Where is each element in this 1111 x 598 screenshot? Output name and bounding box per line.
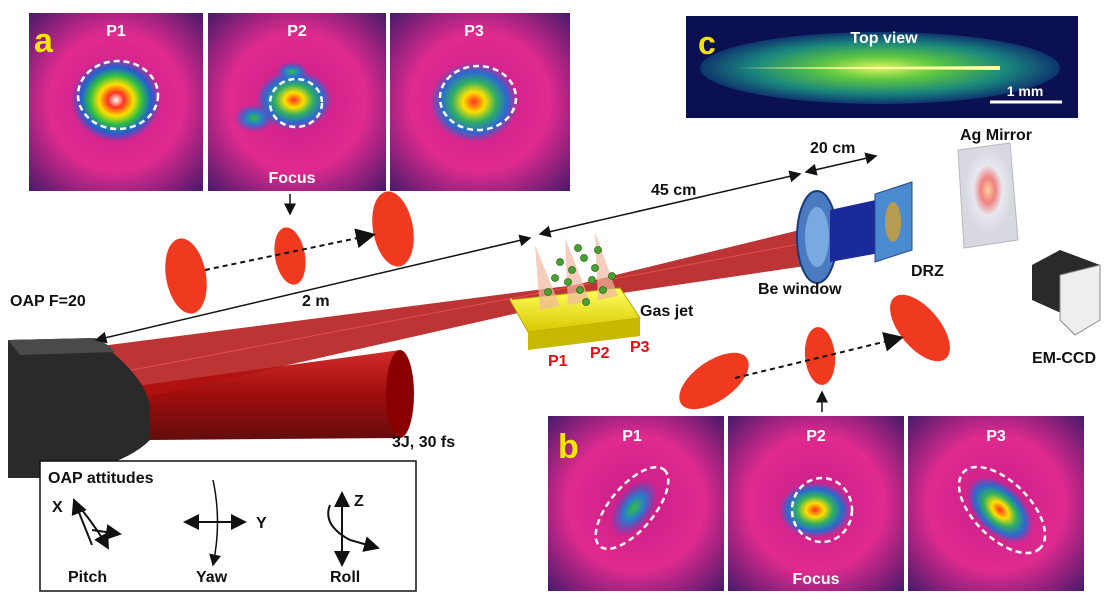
distance-20cm-label: 20 cm xyxy=(810,140,855,157)
drz-label: DRZ xyxy=(911,263,944,280)
panel-b-image-p3: P3 xyxy=(908,416,1084,591)
panel-a-letter: a xyxy=(34,22,54,60)
roll-icon: Z xyxy=(327,491,380,567)
distance-markers: 2 m 45 cm 20 cm xyxy=(94,140,878,344)
spot-oval xyxy=(165,238,207,314)
panel-b-image-p2: P2 Focus xyxy=(728,416,904,591)
panel-a-image-p1: P1 a xyxy=(29,13,203,191)
input-beam xyxy=(70,350,400,440)
gas-jet: Gas jet P1 P2 P3 xyxy=(509,232,694,370)
ag-mirror: Ag Mirror xyxy=(957,127,1032,249)
distance-20cm-arrow xyxy=(804,152,878,176)
panel-b-letter: b xyxy=(558,428,579,466)
panel-a-p2-label: P2 xyxy=(287,23,307,40)
laser-label: 3J, 30 fs xyxy=(392,434,455,451)
panel-b-image-p1: P1 b xyxy=(548,416,724,591)
panel-a-p1-label: P1 xyxy=(106,23,126,40)
distance-45cm-arrow xyxy=(538,170,802,238)
dashed-contour xyxy=(76,59,160,131)
panel-b: P1 b P2 Focus P3 xyxy=(548,416,1084,591)
panel-a: P1 a P2 Focus P3 xyxy=(29,13,570,216)
be-window-label: Be window xyxy=(758,281,842,298)
spot-oval xyxy=(679,352,749,410)
be-window-assembly: Be window DRZ xyxy=(758,181,944,298)
panel-c: c Top view 1 mm xyxy=(686,16,1078,118)
yaw-label: Yaw xyxy=(196,569,228,586)
pitch-icon: X xyxy=(52,498,122,550)
panel-a-image-p3: P3 xyxy=(390,13,570,191)
panel-c-title: Top view xyxy=(850,30,918,47)
roll-label: Roll xyxy=(330,569,360,586)
propagation-arrow-lower xyxy=(734,332,904,379)
oap-label: OAP F=20 xyxy=(10,293,86,310)
spot-oval xyxy=(372,191,414,267)
attitudes-title: OAP attitudes xyxy=(48,470,154,487)
distance-45cm-label: 45 cm xyxy=(651,182,696,199)
axis-x-label: X xyxy=(52,499,63,516)
panel-b-focus-label: Focus xyxy=(792,571,839,588)
spot-oval xyxy=(274,227,306,285)
spot-oval xyxy=(804,327,836,385)
oap-mirror: OAP F=20 xyxy=(8,293,150,478)
dashed-contour xyxy=(594,465,670,551)
gas-jet-label: Gas jet xyxy=(640,303,694,320)
position-label-p1: P1 xyxy=(548,353,568,370)
oap-attitudes-legend: OAP attitudes X Pitch Y Yaw Z Roll xyxy=(39,460,417,592)
position-label-p3: P3 xyxy=(630,339,650,356)
panel-b-p3-label: P3 xyxy=(986,428,1006,445)
pitch-label: Pitch xyxy=(68,569,107,586)
panel-c-letter: c xyxy=(698,25,716,61)
yaw-icon: Y xyxy=(183,479,267,567)
beam-profile-ovals-lower xyxy=(679,294,950,412)
dashed-contour xyxy=(438,64,518,132)
axis-y-label: Y xyxy=(256,515,267,532)
panel-a-focus-label: Focus xyxy=(268,170,315,187)
distance-2m-label: 2 m xyxy=(302,293,330,310)
dashed-contour xyxy=(268,77,324,129)
axis-z-label: Z xyxy=(354,493,364,510)
em-ccd-label: EM-CCD xyxy=(1032,350,1096,367)
position-label-p2: P2 xyxy=(590,345,610,362)
panel-b-p1-label: P1 xyxy=(622,428,642,445)
dashed-contour xyxy=(790,476,854,544)
propagation-arrow-upper xyxy=(204,228,376,271)
scale-label: 1 mm xyxy=(1007,83,1044,99)
em-ccd: EM-CCD xyxy=(1032,250,1101,367)
ag-mirror-label: Ag Mirror xyxy=(960,127,1032,144)
distance-2m-arrow xyxy=(94,234,532,344)
panel-a-p3-label: P3 xyxy=(464,23,484,40)
panel-a-image-p2: P2 Focus xyxy=(208,13,386,191)
panel-b-p2-label: P2 xyxy=(806,428,826,445)
beam-profile-ovals-upper xyxy=(165,191,414,314)
dashed-contour xyxy=(957,465,1047,555)
spot-oval xyxy=(890,294,950,362)
